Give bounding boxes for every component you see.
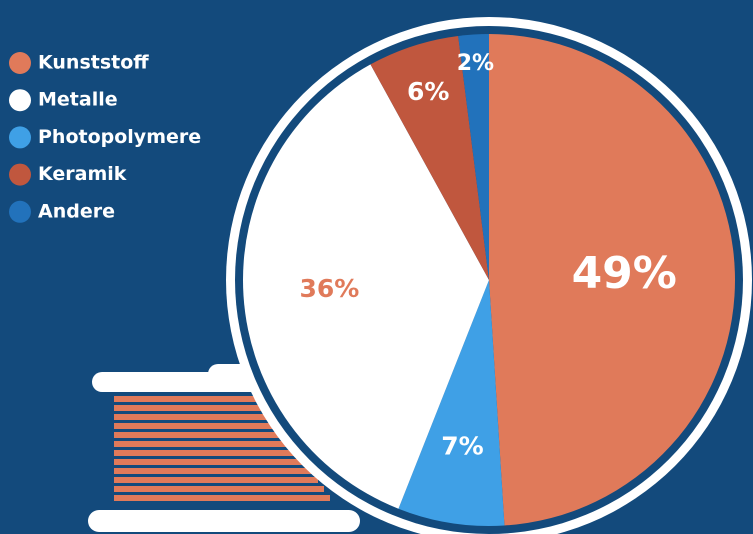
legend-swatch bbox=[9, 126, 31, 149]
filament bbox=[114, 396, 264, 402]
spool-cap bbox=[92, 372, 264, 392]
filament bbox=[114, 414, 276, 420]
filament bbox=[114, 405, 270, 411]
pie-slice bbox=[370, 35, 489, 280]
filament bbox=[114, 423, 282, 429]
slice-label: 7% bbox=[441, 432, 483, 461]
filament bbox=[114, 432, 288, 438]
slice-label: 2% bbox=[457, 51, 494, 76]
filament bbox=[114, 477, 318, 483]
filament bbox=[114, 459, 306, 465]
filament bbox=[114, 495, 330, 501]
slice-label: 36% bbox=[299, 274, 359, 303]
pie-slice bbox=[243, 64, 489, 509]
filament bbox=[114, 450, 300, 456]
pie-slice bbox=[458, 34, 489, 280]
pie-slice bbox=[398, 280, 505, 526]
spool-decoration bbox=[88, 364, 360, 532]
legend-label: Metalle bbox=[38, 89, 118, 111]
filament bbox=[114, 441, 294, 447]
legend: Kunststoff Metalle Photopolymere Keramik And… bbox=[9, 52, 201, 223]
legend-label: Keramik bbox=[38, 163, 127, 185]
filament bbox=[114, 468, 312, 474]
slice-label: 49% bbox=[572, 248, 677, 299]
legend-swatch bbox=[9, 163, 31, 186]
filament bbox=[114, 486, 324, 492]
spool-cap bbox=[88, 510, 360, 532]
legend-swatch bbox=[9, 200, 31, 223]
legend-swatch bbox=[9, 52, 31, 74]
slice-label: 6% bbox=[407, 77, 449, 106]
pie-slice bbox=[489, 34, 735, 526]
pie: 49% 7% 36% 6% 2% bbox=[243, 34, 735, 526]
legend-label: Andere bbox=[38, 200, 115, 222]
legend-label: Kunststoff bbox=[38, 52, 149, 74]
legend-label: Photopolymere bbox=[38, 126, 201, 148]
legend-swatch bbox=[9, 89, 31, 112]
